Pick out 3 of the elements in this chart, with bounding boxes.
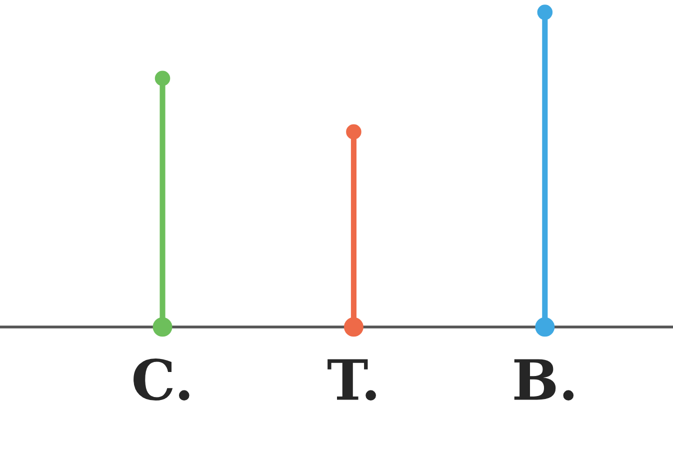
x-tick-label: C. [134,358,190,401]
x-tick-label: T. [328,359,376,401]
x-tick-label: B. [514,359,574,401]
